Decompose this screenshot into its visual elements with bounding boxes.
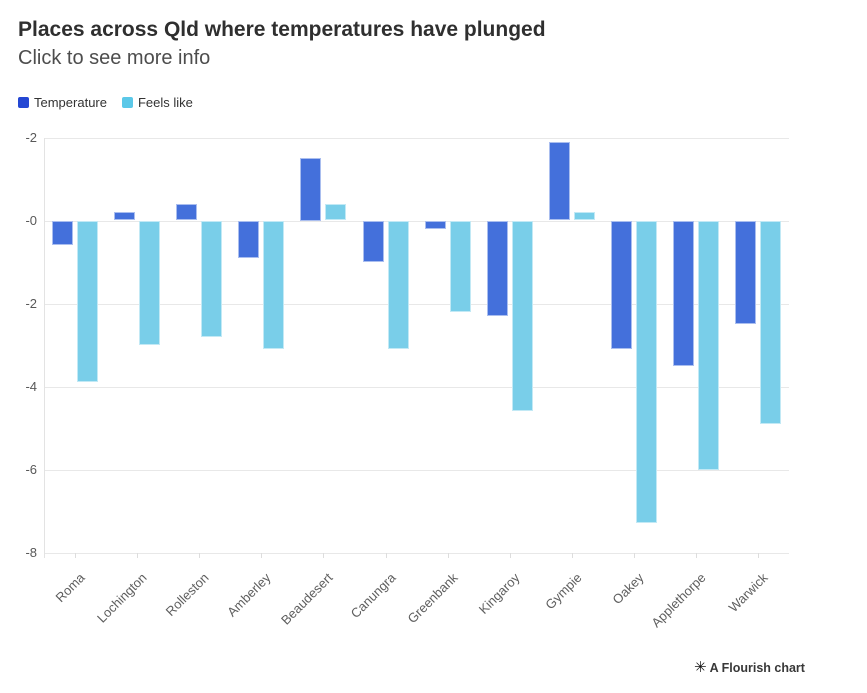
legend-item-temperature[interactable]: Temperature [18, 95, 107, 110]
bar-feels-like-kingaroy[interactable] [511, 220, 533, 412]
gridline--2 [44, 303, 789, 305]
x-axis-tick [75, 552, 76, 558]
x-axis-tick [199, 552, 201, 558]
y-axis-tick-label: -4 [25, 378, 37, 394]
bar-feels-like-oakey[interactable] [635, 220, 657, 524]
x-axis-tick [571, 552, 573, 558]
bar-temperature-greenbank[interactable] [424, 220, 446, 229]
chart-legend: Temperature Feels like [18, 95, 193, 110]
flourish-credit-text: A Flourish chart [709, 660, 805, 675]
chart-subtitle: Click to see more info [18, 47, 211, 69]
bar-feels-like-rolleston[interactable] [201, 220, 223, 337]
bar-feels-like-canungra[interactable] [387, 220, 409, 350]
gridline--6 [44, 469, 789, 471]
legend-label-temperature: Temperature [34, 95, 107, 110]
x-axis-tick [447, 552, 449, 558]
x-axis-tick [385, 552, 387, 558]
bar-temperature-beaudesert[interactable] [300, 158, 322, 221]
legend-label-feels-like: Feels like [137, 95, 193, 110]
bar-temperature-canungra[interactable] [362, 220, 384, 262]
temperature-swatch-icon [18, 97, 29, 108]
gridline--4 [44, 386, 789, 388]
y-axis-tick-label: -6 [25, 461, 37, 477]
bar-temperature-amberley[interactable] [238, 220, 260, 258]
bar-temperature-applethorpe[interactable] [672, 220, 694, 366]
bar-feels-like-lochington[interactable] [139, 220, 161, 345]
y-axis-line [44, 137, 45, 558]
bar-feels-like-amberley[interactable] [263, 220, 285, 350]
y-axis-tick-label: -0 [25, 212, 37, 228]
bar-temperature-oakey[interactable] [610, 220, 632, 350]
bar-temperature-warwick[interactable] [735, 220, 756, 325]
x-axis-tick [137, 552, 139, 558]
bar-feels-like-beaudesert[interactable] [325, 203, 347, 221]
bar-feels-like-greenbank[interactable] [449, 220, 471, 312]
gridline--0 [44, 220, 789, 222]
page-title: Places across Qld where temperatures hav… [18, 18, 546, 41]
feels-like-swatch-icon [121, 97, 133, 108]
y-axis-tick-label: -2 [25, 129, 37, 145]
bar-temperature-gympie[interactable] [548, 141, 570, 221]
bar-temperature-lochington[interactable] [114, 212, 136, 221]
bar-temperature-kingaroy[interactable] [486, 220, 508, 316]
bar-feels-like-warwick[interactable] [760, 220, 781, 424]
x-axis-tick [633, 552, 635, 558]
y-axis-tick-label: -8 [25, 544, 37, 560]
bar-temperature-rolleston[interactable] [176, 203, 198, 221]
x-axis-tick [695, 552, 697, 558]
x-axis-tick [509, 552, 511, 558]
bar-temperature-roma[interactable] [52, 220, 73, 246]
x-axis-tick [323, 552, 325, 558]
flourish-starburst-icon: ✳ [694, 659, 707, 676]
bar-feels-like-applethorpe[interactable] [697, 220, 719, 470]
flourish-credit[interactable]: ✳ A Flourish chart [694, 660, 805, 675]
x-axis-tick [758, 552, 759, 558]
legend-item-feels-like[interactable]: Feels like [121, 95, 193, 110]
gridline--2 [44, 137, 789, 139]
x-axis-tick [261, 552, 263, 558]
gridline--8 [44, 552, 789, 554]
y-axis-tick-label: -2 [25, 295, 37, 311]
bar-feels-like-gympie[interactable] [573, 212, 595, 221]
bar-feels-like-roma[interactable] [77, 220, 98, 383]
